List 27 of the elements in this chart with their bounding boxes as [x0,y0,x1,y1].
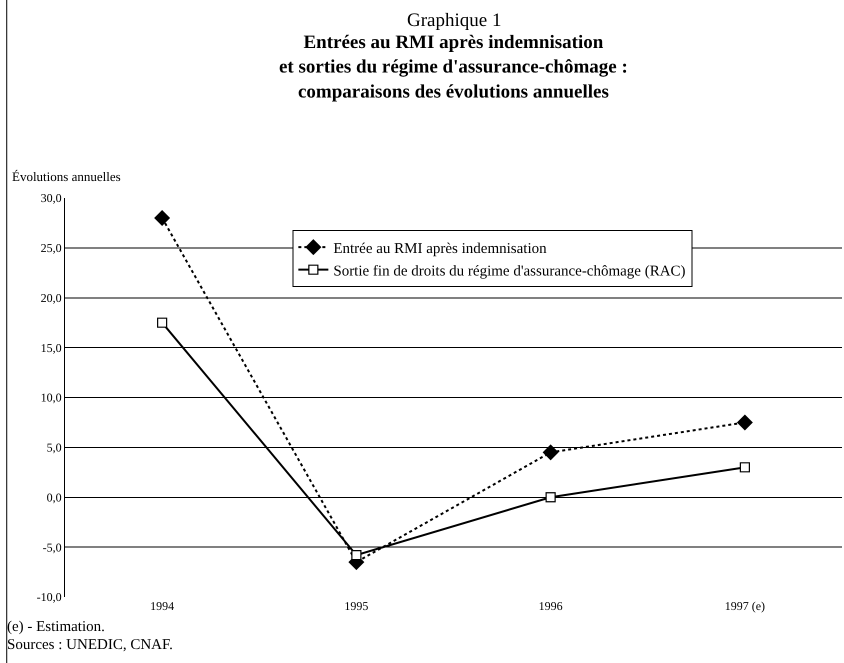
x-tick-label: 1997 (e) [724,599,766,613]
chart-title: Graphique 1 [407,10,502,31]
chart-subtitle: Entrées au RMI après indemnisation et sorties du régime d'assurance-chômage : comparaisons des évolutions annuelles [279,32,628,102]
y-tick-label: 25,0 [40,241,62,256]
y-tick-label: 5,0 [46,440,62,455]
point [542,444,558,460]
x-tick-label: 1995 [344,599,368,613]
source-note: Sources : UNEDIC, CNAF. [7,637,173,653]
y-tick-label: -5,0 [42,540,62,554]
y-tick-label: 15,0 [40,340,62,355]
point [351,550,362,560]
y-tick-label: -10,0 [36,590,62,604]
point [546,492,556,502]
y-tick-label: 30,0 [40,191,62,206]
legend-label: Sortie fin de droits du régime d'assurance-chômage (RAC) [333,264,686,280]
point [154,210,170,226]
x-tick-label: 1994 [150,599,174,613]
y-tick-label: 10,0 [40,390,62,405]
legend-label: Entrée au RMI après indemnisation [333,241,548,258]
y-tick-label: 0,0 [46,490,62,504]
x-tick-label: 1996 [538,599,563,613]
point [157,318,168,328]
y-axis-title: Évolutions annuelles [12,169,121,184]
text: (e) - Estimation. [7,619,105,635]
point [737,414,753,430]
point [740,462,750,472]
y-tick-label: 20,0 [40,290,62,305]
